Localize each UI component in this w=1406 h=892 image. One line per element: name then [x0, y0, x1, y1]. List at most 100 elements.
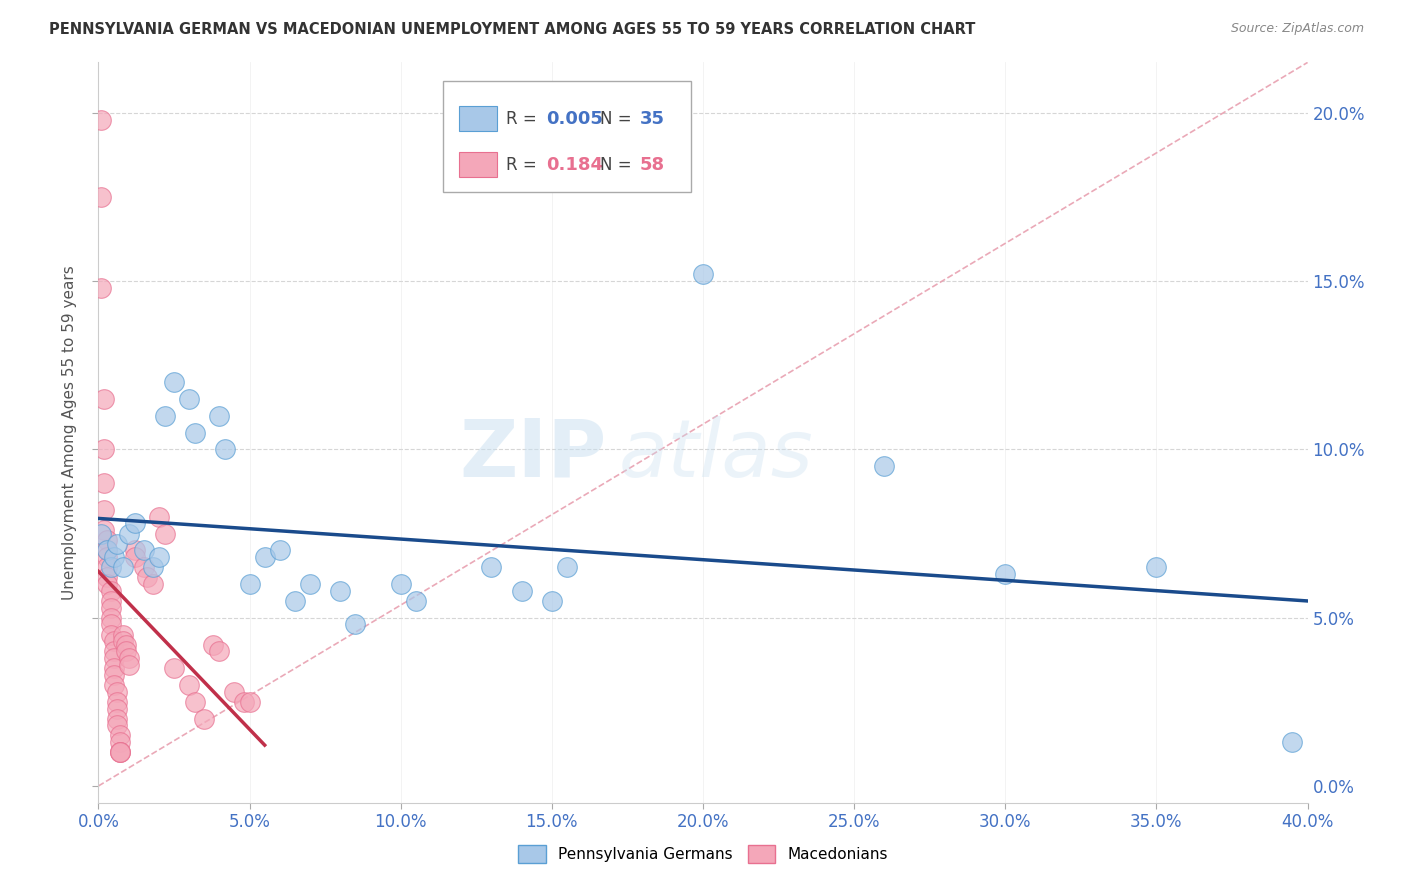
- Point: [405, 594, 427, 608]
- Point: [208, 644, 231, 658]
- Point: [100, 617, 122, 632]
- Legend: Pennsylvania Germans, Macedonians: Pennsylvania Germans, Macedonians: [512, 839, 894, 869]
- Point: [90, 281, 112, 295]
- Point: [284, 594, 307, 608]
- Text: PENNSYLVANIA GERMAN VS MACEDONIAN UNEMPLOYMENT AMONG AGES 55 TO 59 YEARS CORRELA: PENNSYLVANIA GERMAN VS MACEDONIAN UNEMPL…: [49, 22, 976, 37]
- Point: [124, 516, 146, 531]
- Point: [108, 745, 131, 759]
- Point: [100, 583, 122, 598]
- Point: [90, 190, 112, 204]
- Point: [111, 634, 134, 648]
- Point: [148, 550, 170, 565]
- Point: [114, 644, 136, 658]
- Point: [96, 577, 118, 591]
- Point: [108, 735, 131, 749]
- Point: [96, 543, 118, 558]
- Point: [100, 560, 122, 574]
- Point: [202, 638, 225, 652]
- Point: [239, 577, 262, 591]
- Text: Source: ZipAtlas.com: Source: ZipAtlas.com: [1230, 22, 1364, 36]
- Point: [1144, 560, 1167, 574]
- Point: [103, 550, 125, 565]
- Text: 58: 58: [640, 155, 665, 174]
- Point: [253, 550, 276, 565]
- Text: N =: N =: [600, 110, 631, 128]
- Text: 0.005: 0.005: [546, 110, 603, 128]
- Point: [299, 577, 322, 591]
- Point: [105, 685, 128, 699]
- Point: [96, 543, 118, 558]
- Point: [108, 745, 131, 759]
- Point: [93, 392, 115, 406]
- Text: ZIP: ZIP: [458, 416, 606, 494]
- Text: 0.184: 0.184: [546, 155, 603, 174]
- Point: [90, 112, 112, 127]
- Point: [103, 644, 125, 658]
- Point: [344, 617, 367, 632]
- Point: [132, 543, 155, 558]
- Point: [103, 651, 125, 665]
- Point: [232, 695, 254, 709]
- Point: [93, 442, 115, 457]
- Point: [103, 668, 125, 682]
- Point: [105, 695, 128, 709]
- Point: [118, 526, 141, 541]
- Point: [103, 661, 125, 675]
- Point: [540, 594, 562, 608]
- Point: [100, 610, 122, 624]
- Point: [93, 476, 115, 491]
- Point: [329, 583, 352, 598]
- FancyBboxPatch shape: [458, 106, 498, 131]
- Point: [994, 566, 1017, 581]
- Text: R =: R =: [506, 155, 537, 174]
- Point: [555, 560, 578, 574]
- Point: [224, 685, 246, 699]
- Point: [111, 627, 134, 641]
- Text: R =: R =: [506, 110, 537, 128]
- Point: [142, 577, 165, 591]
- Point: [108, 729, 131, 743]
- Point: [153, 526, 176, 541]
- Point: [118, 657, 141, 672]
- Point: [269, 543, 291, 558]
- Point: [142, 560, 165, 574]
- Point: [114, 638, 136, 652]
- Point: [100, 627, 122, 641]
- Point: [692, 268, 714, 282]
- Point: [184, 425, 207, 440]
- Text: atlas: atlas: [619, 416, 813, 494]
- Point: [239, 695, 262, 709]
- Point: [179, 678, 201, 692]
- Point: [193, 712, 215, 726]
- Point: [148, 509, 170, 524]
- Point: [100, 594, 122, 608]
- Point: [118, 651, 141, 665]
- Point: [93, 523, 115, 537]
- Point: [873, 459, 896, 474]
- Point: [163, 661, 186, 675]
- Point: [93, 503, 115, 517]
- Point: [96, 570, 118, 584]
- Point: [105, 712, 128, 726]
- Point: [208, 409, 231, 423]
- Point: [124, 543, 146, 558]
- Point: [132, 560, 155, 574]
- Point: [389, 577, 412, 591]
- Point: [103, 678, 125, 692]
- Point: [100, 600, 122, 615]
- Point: [105, 536, 128, 550]
- Y-axis label: Unemployment Among Ages 55 to 59 years: Unemployment Among Ages 55 to 59 years: [62, 265, 77, 600]
- Point: [108, 745, 131, 759]
- Point: [135, 570, 157, 584]
- Text: N =: N =: [600, 155, 631, 174]
- Point: [96, 533, 118, 548]
- FancyBboxPatch shape: [458, 152, 498, 178]
- Point: [103, 634, 125, 648]
- Point: [1281, 735, 1303, 749]
- Point: [481, 560, 503, 574]
- Point: [111, 560, 134, 574]
- Point: [124, 550, 146, 565]
- Point: [105, 718, 128, 732]
- Point: [153, 409, 176, 423]
- Point: [179, 392, 201, 406]
